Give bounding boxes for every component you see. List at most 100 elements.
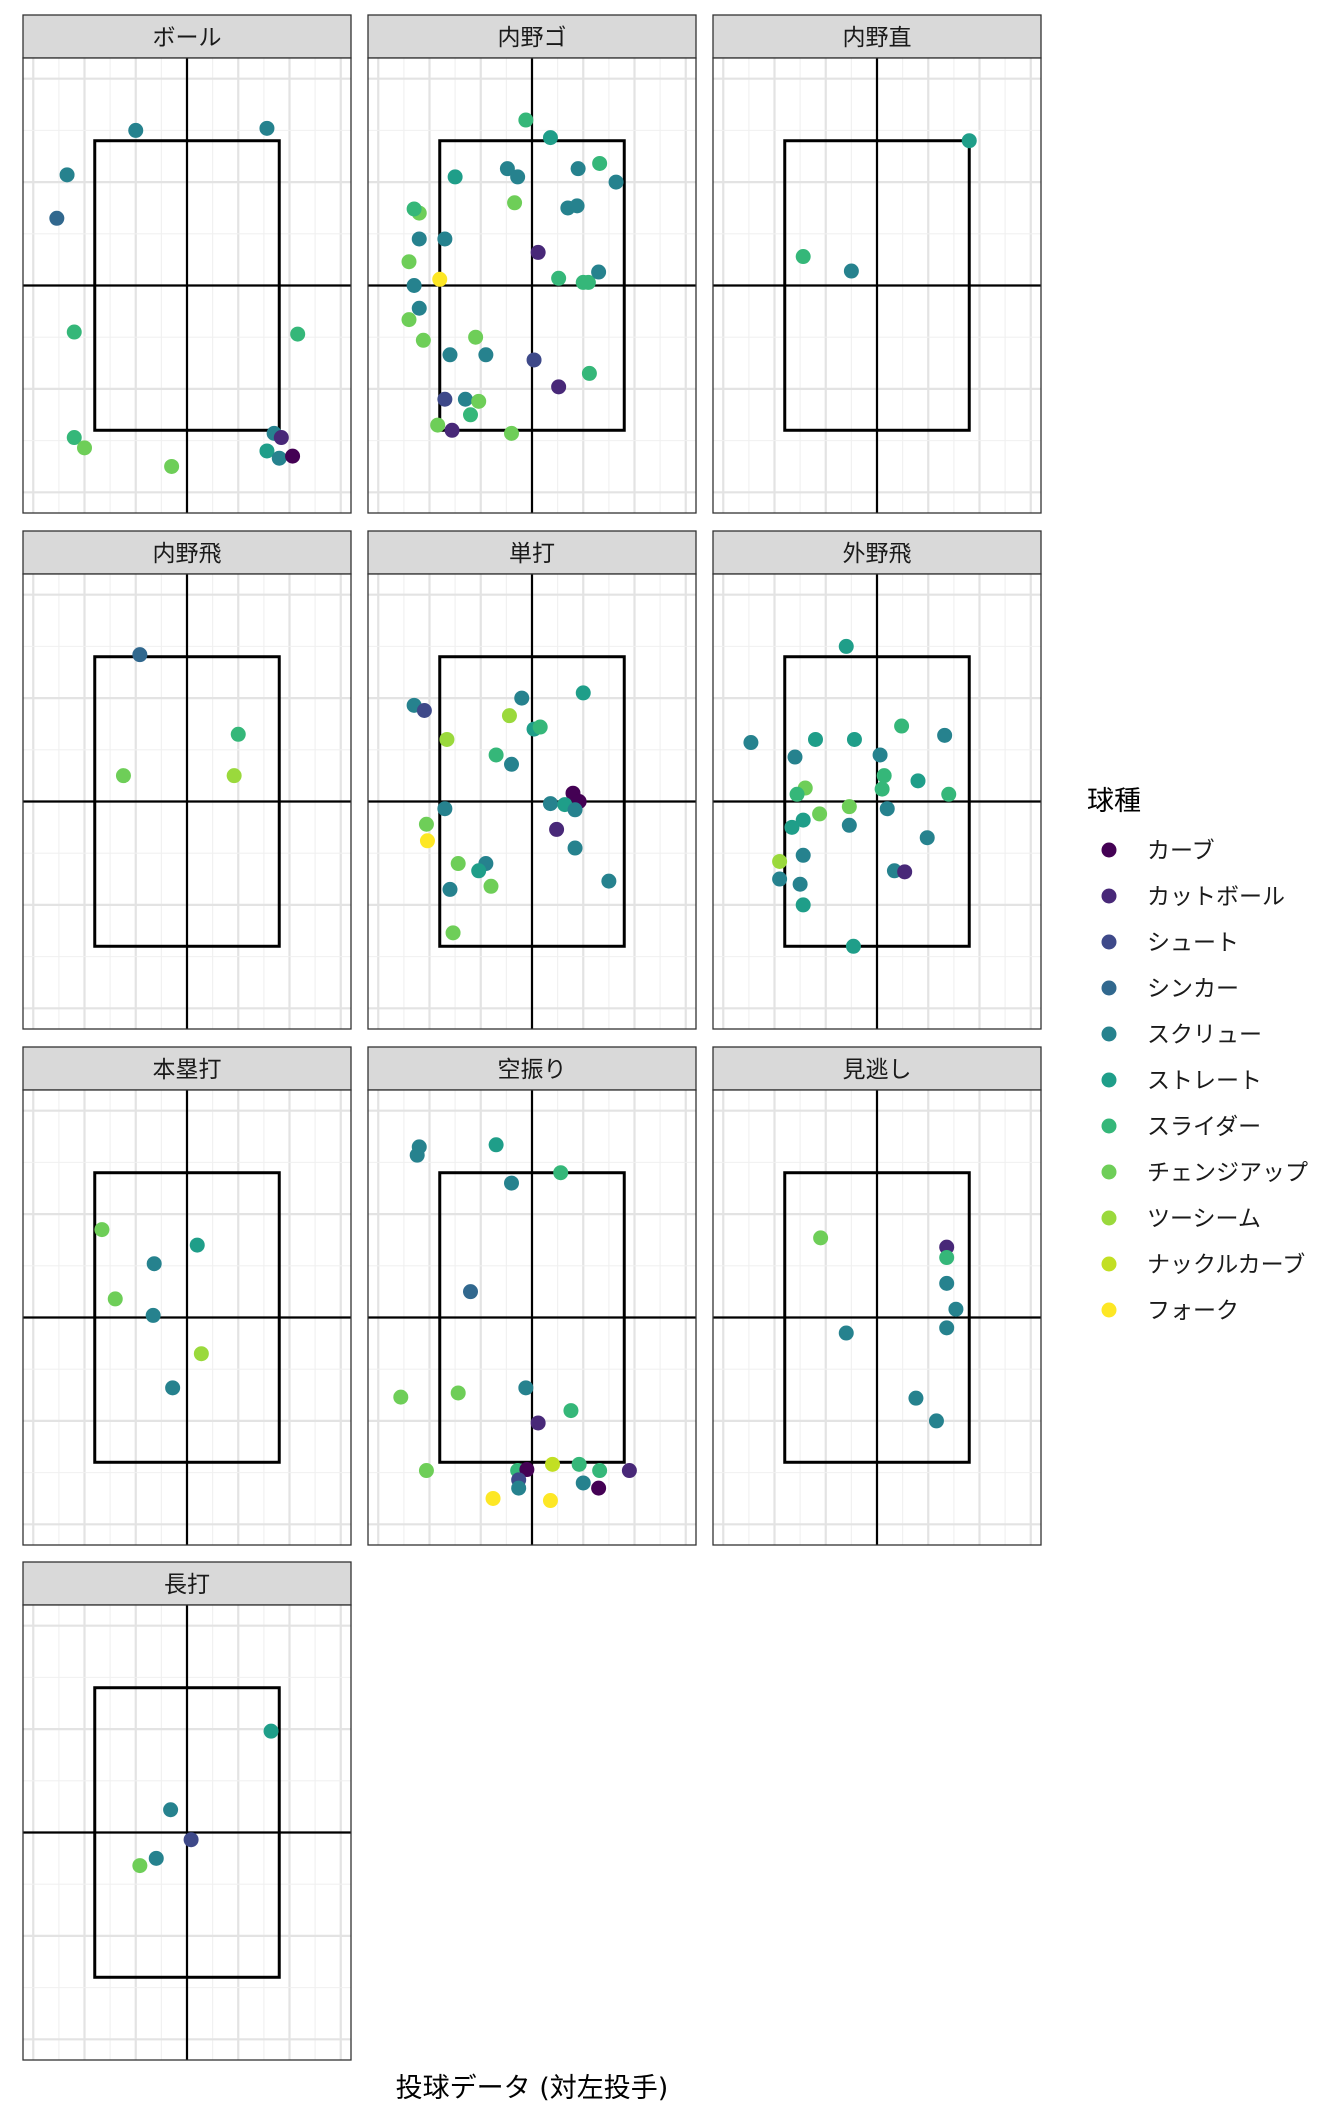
data-point [526,352,542,368]
strike-zone [438,1171,626,1464]
facet-title: 本塁打 [153,1057,222,1083]
data-point [430,417,446,433]
data-point [94,1222,110,1238]
legend-label: カーブ [1147,838,1215,864]
data-point [518,1380,534,1396]
facet-strip [367,1046,697,1091]
data-point [259,443,275,459]
data-point [406,201,422,217]
data-point [393,1389,409,1405]
data-point [437,231,453,247]
data-point [226,768,242,784]
legend-entry: ストレート [1101,1068,1262,1094]
data-point [545,1456,560,1472]
data-point [411,300,427,316]
data-point [795,897,811,913]
strike-zone [783,139,971,432]
data-point [879,801,895,817]
data-point [843,263,859,279]
legend-label: ナックルカーブ [1147,1252,1305,1278]
data-point [189,1237,205,1253]
data-point [439,731,455,747]
data-point [939,1250,955,1266]
data-point [273,430,289,446]
strike-zone [783,1171,971,1464]
data-point [872,747,888,763]
data-point [845,938,861,954]
data-point [507,195,523,211]
data-point [504,756,519,772]
legend-label: スライダー [1147,1114,1261,1140]
panel-border [367,573,697,1030]
legend-label: チェンジアップ [1147,1160,1308,1186]
data-point [401,312,417,328]
data-point [941,786,957,802]
data-point [894,718,910,734]
data-point [580,274,596,290]
data-point [910,773,926,789]
legend-title: 球種 [1087,786,1141,817]
data-point [601,873,617,889]
facet-panel: 空振り [367,1046,697,1546]
data-point [457,391,473,407]
data-point [66,430,82,446]
facet-panel: 見逃し [712,1046,1042,1546]
legend-entry: スライダー [1101,1114,1261,1140]
data-point [193,1346,209,1362]
data-point [792,876,808,892]
legend-entry: カットボール [1101,884,1285,910]
data-point [285,448,301,464]
data-point [263,1723,279,1739]
data-point [511,1480,527,1496]
panel-border [22,573,352,1030]
strike-zone [438,655,626,948]
legend-key [1101,1302,1117,1318]
data-point [591,264,607,280]
facet-panel: 内野直 [712,14,1042,514]
data-point [132,1858,148,1874]
data-point [468,329,484,345]
strike-zone [93,655,281,948]
data-point [897,864,913,880]
data-point [787,749,803,765]
data-point [415,332,431,348]
data-point [575,1475,591,1491]
facet-strip [712,14,1042,59]
legend-entries: カーブカットボールシュートシンカースクリューストレートスライダーチェンジアップツ… [1101,838,1308,1324]
facet-strip [367,14,697,59]
data-point [608,174,624,190]
data-point [115,768,131,784]
legend-label: シンカー [1147,976,1239,1002]
data-point [569,198,585,214]
data-point [937,727,953,743]
data-point [772,853,788,869]
legend-key [1101,934,1117,950]
panel-border [22,57,352,514]
panel-border [712,573,1042,1030]
chart-caption: 投球データ (対左投手) [396,2073,669,2104]
facet-strip [712,1046,1042,1091]
facet-strip [22,1561,352,1606]
legend: 球種 カーブカットボールシュートシンカースクリューストレートスライダーチェンジア… [1087,786,1308,1324]
data-point [419,833,435,849]
data-point [928,1413,944,1429]
strike-zone [93,139,281,432]
data-point [463,407,478,423]
data-point [504,425,519,441]
data-point [591,1480,607,1496]
panel-border [367,1089,697,1546]
data-point [471,863,487,879]
data-point [939,1239,955,1255]
data-point [107,1291,123,1307]
data-point [409,1147,425,1163]
data-point [483,878,499,894]
data-point [488,1137,504,1153]
legend-key [1101,1072,1117,1088]
data-point [259,120,275,136]
facet-panel: 内野飛 [22,530,352,1030]
facet-panel: 長打 [22,1561,352,2061]
data-point [504,1175,519,1191]
legend-entry: スクリュー [1101,1022,1262,1048]
